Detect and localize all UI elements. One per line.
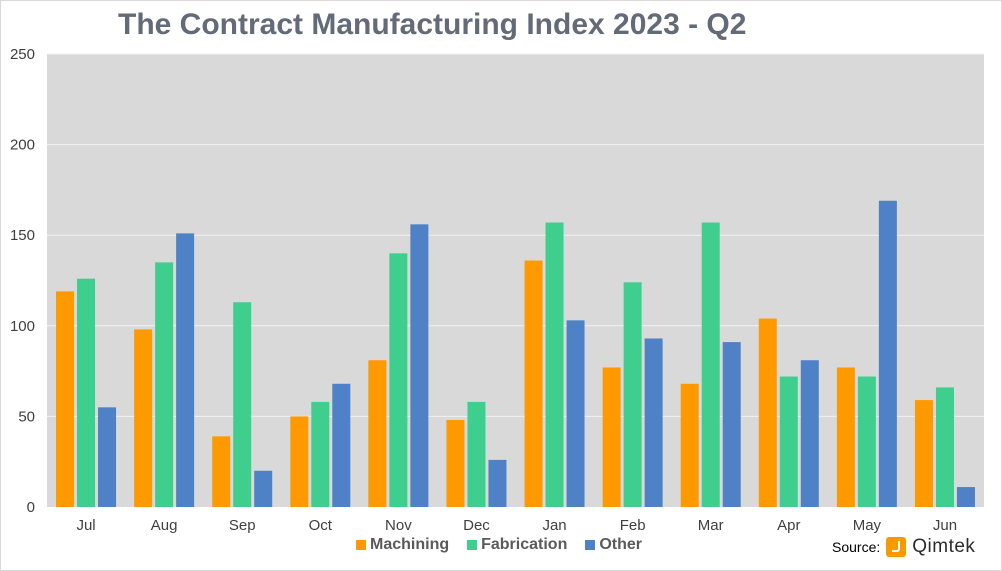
- x-tick-label: Oct: [309, 517, 333, 534]
- bar-fabrication-apr: [779, 376, 798, 507]
- gridlines: [47, 53, 984, 417]
- x-tick-label: Nov: [385, 517, 412, 534]
- bar-other-oct: [332, 383, 351, 507]
- bars: [56, 200, 975, 508]
- bar-machining-apr: [758, 318, 777, 507]
- bar-other-apr: [800, 360, 819, 507]
- y-tick-label: 250: [10, 46, 35, 63]
- x-tick-label: Feb: [620, 517, 646, 534]
- bar-machining-oct: [290, 416, 309, 507]
- y-tick-label: 0: [27, 499, 35, 516]
- bar-fabrication-mar: [701, 222, 720, 508]
- qimtek-logo-icon: [886, 537, 907, 557]
- legend-label-fabrication: Fabrication: [481, 536, 568, 553]
- y-tick-label: 150: [10, 227, 35, 244]
- bar-other-feb: [644, 338, 663, 507]
- legend-swatch-machining: [356, 540, 366, 550]
- x-tick-label: Sep: [229, 517, 256, 534]
- bar-other-mar: [722, 342, 741, 507]
- bar-other-jun: [956, 487, 975, 507]
- bar-fabrication-feb: [623, 282, 642, 507]
- bar-machining-jun: [914, 400, 933, 507]
- legend-swatch-other: [585, 540, 596, 550]
- bar-other-dec: [488, 459, 507, 507]
- x-tick-label: Mar: [698, 517, 724, 534]
- bar-other-jul: [98, 407, 117, 507]
- bar-other-nov: [410, 224, 429, 507]
- bar-fabrication-jun: [935, 387, 954, 507]
- bar-fabrication-jan: [545, 222, 564, 508]
- legend-label-other: Other: [599, 536, 643, 553]
- bar-machining-jul: [56, 291, 75, 507]
- bar-machining-dec: [446, 420, 465, 507]
- bar-fabrication-sep: [233, 302, 252, 507]
- bar-other-aug: [176, 233, 195, 507]
- x-tick-label: Apr: [777, 517, 800, 534]
- bar-fabrication-may: [857, 376, 876, 507]
- legend-item-other: Other: [585, 536, 642, 554]
- bar-machining-feb: [602, 367, 621, 507]
- y-tick-label: 200: [10, 137, 35, 154]
- bar-fabrication-jul: [77, 278, 96, 507]
- bar-machining-sep: [212, 436, 231, 507]
- y-tick-label: 50: [18, 408, 35, 425]
- x-axis: Jul Aug Sep Oct Nov Dec Jan Feb Mar Apr May Jun: [76, 517, 957, 534]
- legend-swatch-fabrication: [467, 540, 478, 550]
- y-axis: 0 50 100 150 200 250: [10, 46, 35, 516]
- bar-fabrication-dec: [467, 401, 486, 507]
- legend: Machining Fabrication Other: [356, 536, 642, 554]
- source-brand: Qimtek: [912, 536, 976, 557]
- bar-other-jan: [566, 320, 585, 507]
- legend-item-fabrication: Fabrication: [467, 536, 567, 554]
- bar-fabrication-oct: [311, 401, 330, 507]
- bar-other-may: [878, 200, 897, 507]
- bar-machining-jan: [524, 260, 543, 507]
- bar-fabrication-nov: [389, 253, 408, 507]
- x-tick-label: Dec: [463, 517, 490, 534]
- bar-fabrication-aug: [155, 262, 174, 507]
- source-label: Source:: [832, 539, 881, 555]
- source-credit: Source: Qimtek: [832, 536, 975, 558]
- bar-machining-may: [836, 367, 855, 507]
- x-tick-label: Aug: [151, 517, 178, 534]
- x-tick-label: Jun: [933, 517, 957, 534]
- y-tick-label: 100: [10, 318, 35, 335]
- legend-label-machining: Machining: [370, 536, 450, 553]
- bar-machining-nov: [368, 360, 387, 507]
- bar-machining-aug: [134, 329, 153, 507]
- x-tick-label: Jan: [542, 517, 566, 534]
- bar-machining-mar: [680, 383, 699, 507]
- x-tick-label: Jul: [76, 517, 95, 534]
- legend-item-machining: Machining: [356, 536, 449, 554]
- x-tick-label: May: [853, 517, 882, 534]
- bar-other-sep: [254, 470, 273, 507]
- chart-title: The Contract Manufacturing Index 2023 - …: [118, 8, 747, 41]
- plot-area: [47, 54, 984, 507]
